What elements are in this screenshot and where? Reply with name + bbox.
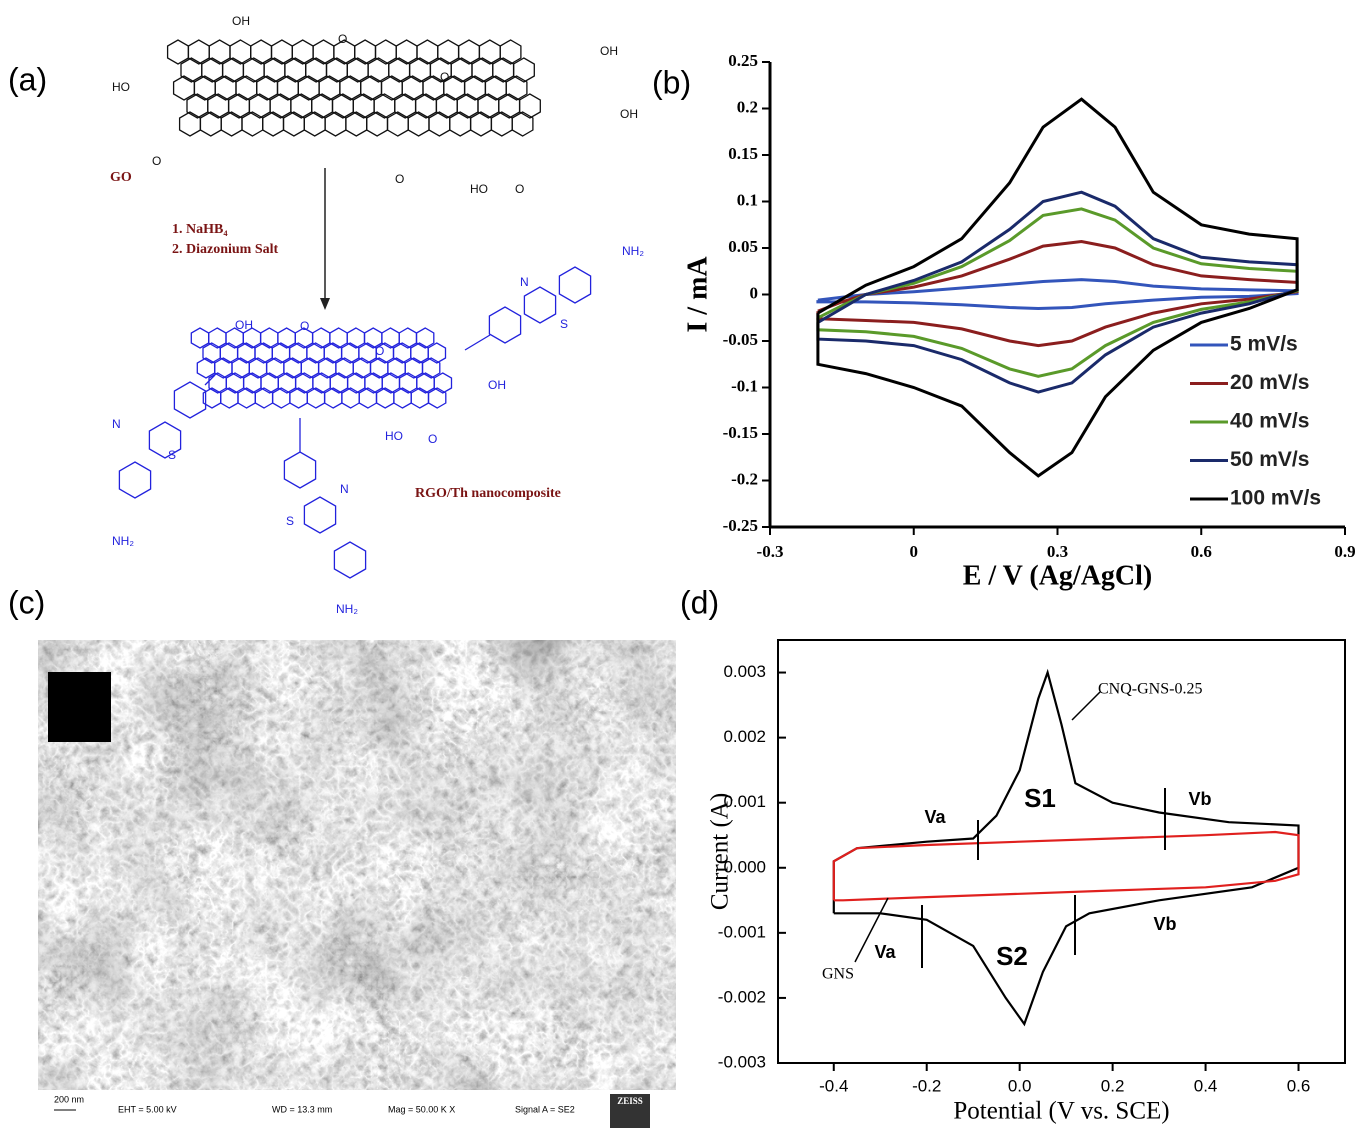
group-label: OH (235, 318, 253, 332)
sem-info: Signal A = SE2 (515, 1104, 575, 1114)
y-tick-label: 0.2 (737, 97, 758, 116)
group-label: O (440, 70, 449, 84)
group-label: OH (600, 44, 618, 58)
sem-info: WD = 13.3 mm (272, 1104, 332, 1114)
y-tick-label: -0.2 (731, 469, 758, 488)
legend-label: 100 mV/s (1230, 487, 1321, 510)
y-tick-label: 0.25 (728, 51, 758, 70)
x-axis-label: E / V (Ag/AgCl) (963, 560, 1153, 591)
y-axis-label: Current (A) (707, 793, 734, 910)
sem-logo: ZEISS (617, 1096, 643, 1106)
group-label: N (520, 275, 529, 289)
y-tick-label: 0.05 (728, 237, 758, 256)
annotation: Vb (1188, 789, 1211, 809)
group-label: N (340, 482, 349, 496)
group-label: S (286, 514, 294, 528)
x-tick-label: 0.3 (1047, 542, 1068, 561)
panel-label: (b) (652, 64, 691, 100)
y-tick-label: -0.25 (723, 516, 758, 535)
go-label: GO (110, 170, 132, 185)
annotation: Va (924, 807, 946, 827)
y-tick-label: 0 (750, 283, 759, 302)
figure: (a) (b) (c) (d) GO 1. NaHB₄ 2. Diazonium Salt R… (0, 0, 1362, 1128)
curve-label: CNQ-GNS-0.25 (1098, 681, 1202, 698)
legend-label: 20 mV/s (1230, 371, 1309, 394)
group-label: NH₂ (112, 534, 134, 548)
x-tick-label: 0 (910, 542, 919, 561)
group-label: HO (470, 182, 488, 196)
x-tick-label: 0.0 (1008, 1076, 1032, 1095)
panel-label: (a) (8, 61, 47, 97)
x-tick-label: 0.9 (1334, 542, 1355, 561)
annotation: S1 (1024, 783, 1056, 813)
group-label: OH (620, 107, 638, 121)
group-label: NH₂ (622, 244, 644, 258)
y-tick-label: -0.1 (731, 376, 758, 395)
legend-label: 40 mV/s (1230, 410, 1309, 433)
group-label: O (152, 154, 161, 168)
group-label: S (560, 317, 568, 331)
x-tick-label: 0.2 (1101, 1076, 1125, 1095)
sem-info: EHT = 5.00 kV (118, 1104, 177, 1114)
group-label: O (338, 32, 347, 46)
group-label: O (515, 182, 524, 196)
group-label: O (395, 172, 404, 186)
curve-label: GNS (822, 966, 854, 983)
group-label: OH (232, 14, 250, 28)
y-axis-label: I / mA (682, 256, 713, 333)
y-tick-label: -0.002 (718, 987, 766, 1006)
product-label: RGO/Th nanocomposite (415, 486, 561, 501)
group-label: S (168, 448, 176, 462)
annotation: Vb (1153, 914, 1176, 934)
y-tick-label: -0.05 (723, 330, 758, 349)
x-tick-label: -0.3 (757, 542, 784, 561)
y-tick-label: -0.001 (718, 922, 766, 941)
group-label: HO (112, 80, 130, 94)
panel-label: (c) (8, 584, 45, 620)
reagent: 1. NaHB₄ (172, 222, 228, 237)
y-tick-label: -0.003 (718, 1052, 766, 1071)
group-label: HO (385, 429, 403, 443)
reagent: 2. Diazonium Salt (172, 242, 279, 257)
scale-bar-label: 200 nm (54, 1094, 84, 1104)
x-tick-label: 0.6 (1287, 1076, 1311, 1095)
legend-label: 50 mV/s (1230, 448, 1309, 471)
x-axis-label: Potential (V vs. SCE) (953, 1098, 1169, 1125)
x-tick-label: 0.4 (1194, 1076, 1218, 1095)
y-tick-label: 0.002 (723, 727, 766, 746)
group-label: N (112, 417, 121, 431)
sem-image (38, 640, 676, 1090)
y-tick-label: 0.003 (723, 662, 766, 681)
x-tick-label: -0.2 (912, 1076, 941, 1095)
group-label: O (428, 432, 437, 446)
y-tick-label: 0.1 (737, 190, 758, 209)
redaction-box (48, 672, 111, 742)
sem-info: Mag = 50.00 K X (388, 1104, 455, 1114)
legend-label: 5 mV/s (1230, 333, 1298, 356)
group-label: NH₂ (336, 602, 358, 616)
y-tick-label: 0.15 (728, 144, 758, 163)
annotation: S2 (996, 941, 1028, 971)
annotation: Va (874, 942, 896, 962)
y-tick-label: -0.15 (723, 423, 758, 442)
x-tick-label: -0.4 (819, 1076, 848, 1095)
group-label: OH (488, 378, 506, 392)
group-label: O (300, 319, 309, 333)
panel-label: (d) (680, 584, 719, 620)
x-tick-label: 0.6 (1191, 542, 1212, 561)
group-label: O (375, 344, 384, 358)
